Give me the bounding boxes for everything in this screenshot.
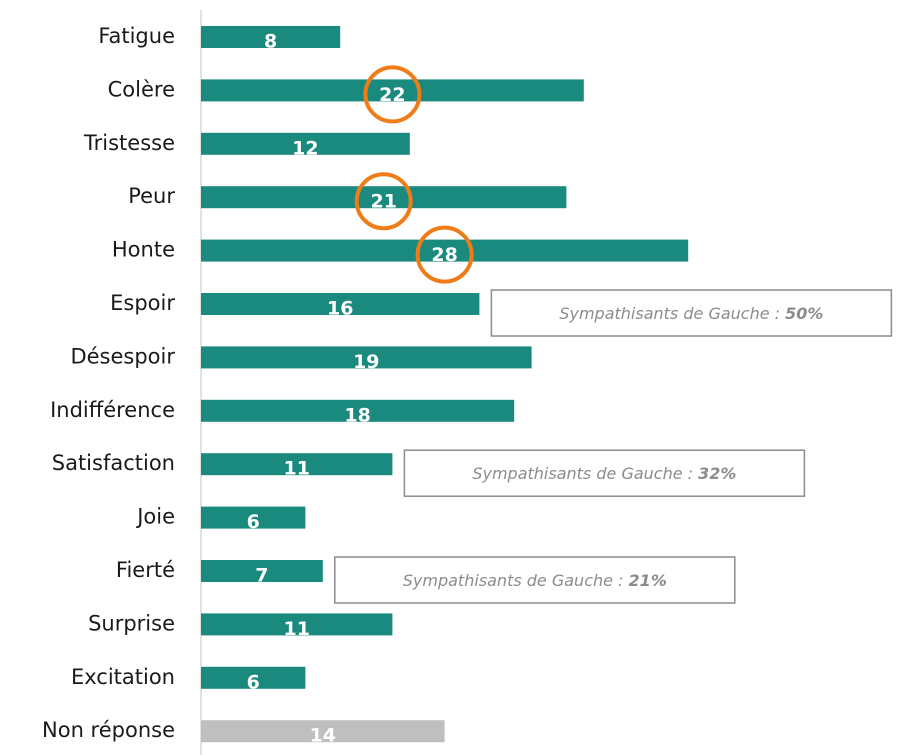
value-label: 14 xyxy=(310,725,336,747)
value-label: 7 xyxy=(255,565,268,587)
value-label: 21 xyxy=(370,191,396,213)
bar xyxy=(201,613,393,636)
category-label: Espoir xyxy=(110,291,175,315)
value-label: 6 xyxy=(247,671,260,693)
bar xyxy=(201,26,341,48)
annotation: Sympathisants de Gauche : 21% xyxy=(403,571,667,590)
category-label: Joie xyxy=(135,505,175,529)
value-label: 8 xyxy=(264,31,277,53)
annotation-value: 21% xyxy=(629,571,667,590)
annotation-box xyxy=(403,449,806,497)
bar xyxy=(201,399,515,422)
value-label: 28 xyxy=(431,244,457,266)
highlight-circle xyxy=(354,172,413,231)
category-label: Désespoir xyxy=(70,344,175,368)
annotation-box xyxy=(334,556,736,604)
category-label: Satisfaction xyxy=(52,451,175,475)
bar xyxy=(201,132,410,155)
annotation-value: 32% xyxy=(698,464,736,483)
annotation-text: Sympathisants de Gauche : xyxy=(403,571,624,590)
annotation-box xyxy=(490,289,893,337)
annotation: Sympathisants de Gauche : 50% xyxy=(559,304,823,323)
highlight-circle xyxy=(363,65,422,124)
bar xyxy=(201,453,393,476)
value-label: 11 xyxy=(283,618,309,640)
bar xyxy=(201,79,584,102)
bar xyxy=(201,506,306,529)
category-label: Indifférence xyxy=(50,398,175,422)
value-label: 12 xyxy=(292,137,318,159)
category-label: Colère xyxy=(108,77,175,101)
category-label: Honte xyxy=(112,238,175,262)
value-label: 19 xyxy=(353,351,379,373)
category-label: Fatigue xyxy=(98,24,175,48)
category-label: Fierté xyxy=(116,558,175,582)
value-label: 18 xyxy=(344,404,370,426)
bar xyxy=(201,186,567,209)
bar xyxy=(201,560,323,582)
category-label: Tristesse xyxy=(83,131,175,155)
category-label: Surprise xyxy=(88,611,175,635)
value-label: 22 xyxy=(379,84,405,106)
annotation-value: 50% xyxy=(785,304,823,323)
bar xyxy=(201,666,306,689)
category-label: Peur xyxy=(128,184,175,208)
value-label: 6 xyxy=(247,511,260,533)
category-label: Non réponse xyxy=(42,718,175,742)
bar xyxy=(201,293,480,315)
annotation: Sympathisants de Gauche : 32% xyxy=(472,464,736,483)
value-label: 16 xyxy=(327,298,353,320)
value-label: 11 xyxy=(283,458,309,480)
annotation-text: Sympathisants de Gauche : xyxy=(559,304,780,323)
category-label: Excitation xyxy=(71,665,175,689)
bar xyxy=(201,720,445,743)
bar xyxy=(201,239,689,262)
annotation-text: Sympathisants de Gauche : xyxy=(472,464,693,483)
highlight-circle xyxy=(415,225,474,284)
bar xyxy=(201,346,532,369)
